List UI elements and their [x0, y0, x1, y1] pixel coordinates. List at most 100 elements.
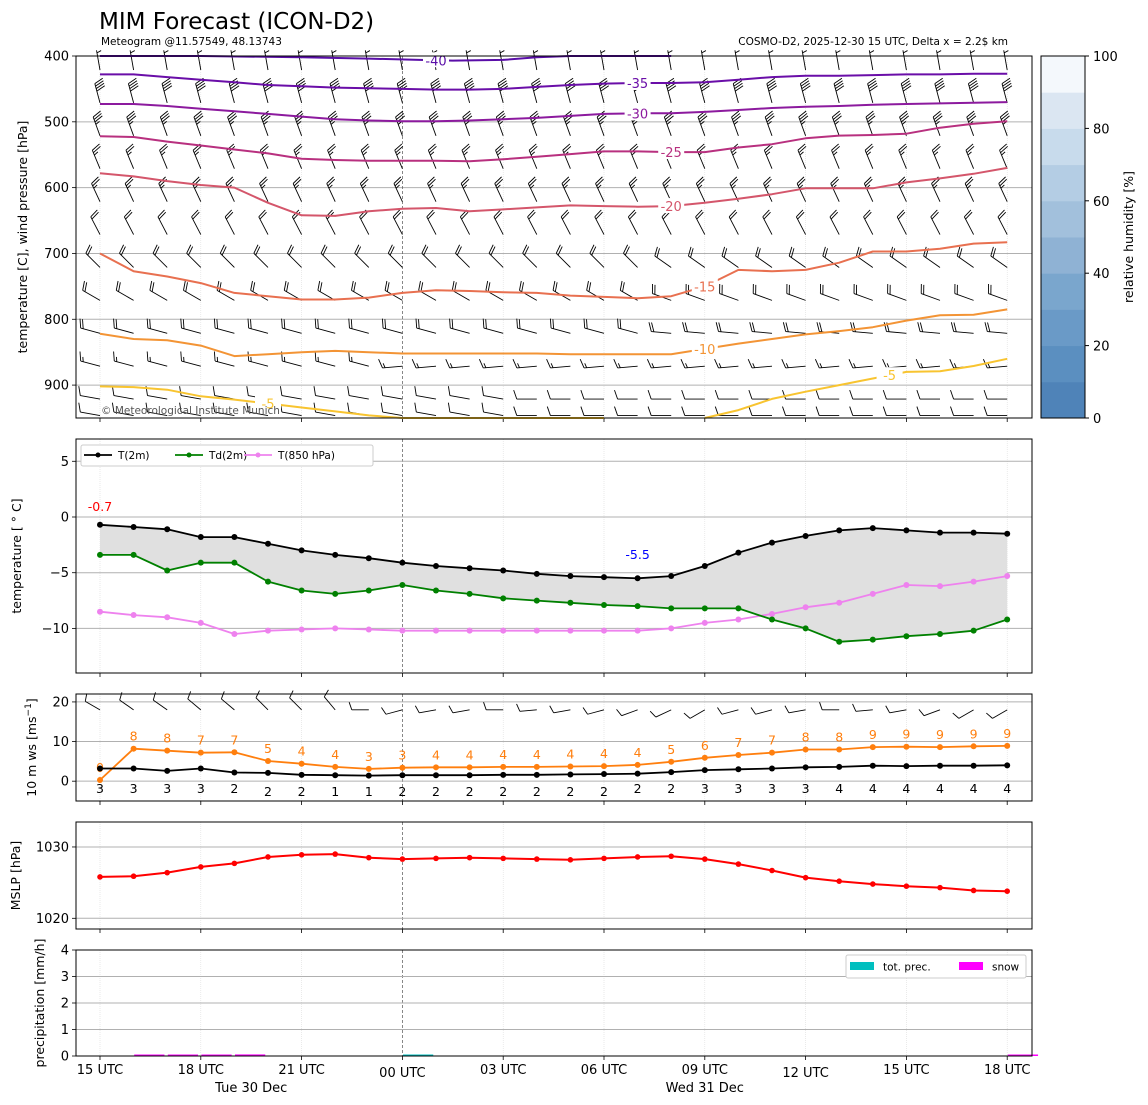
- barb-feather: [594, 209, 602, 218]
- wind-barb: [493, 209, 504, 235]
- barb-shaft: [785, 365, 806, 369]
- barb-feather: [629, 178, 638, 187]
- barb-feather: [160, 110, 169, 118]
- barb-shaft: [998, 183, 1008, 202]
- series-point: [668, 769, 675, 776]
- barb-feather: [646, 359, 652, 369]
- wind-barb: [126, 110, 137, 136]
- series-point: [735, 605, 742, 612]
- barb-feather: [999, 143, 1007, 151]
- barb-feather: [763, 211, 771, 220]
- wind-barb: [561, 176, 571, 202]
- wind-barb: [986, 709, 1008, 719]
- barb-feather: [427, 211, 435, 220]
- barb-shaft: [788, 709, 806, 714]
- barb-feather: [983, 406, 988, 416]
- series-point: [970, 743, 977, 750]
- barb-feather: [447, 386, 451, 396]
- barb-shaft: [763, 150, 773, 169]
- y-axis-label-sup: −1: [24, 703, 34, 716]
- barb-shaft: [796, 183, 807, 202]
- barb-feather: [566, 85, 576, 92]
- wind-barb: [146, 351, 168, 367]
- barb-feather: [226, 211, 234, 220]
- gust-value-label: 7: [197, 733, 205, 748]
- barb-feather: [953, 322, 957, 332]
- series-point: [399, 764, 406, 771]
- barb-shaft: [685, 293, 705, 301]
- barb-shaft: [902, 50, 907, 71]
- barb-feather: [647, 406, 652, 416]
- mean-value-label: 2: [466, 784, 474, 799]
- barb-feather: [816, 322, 820, 332]
- barb-shaft: [181, 395, 201, 400]
- barb-shaft: [382, 395, 403, 400]
- barb-feather: [188, 246, 194, 256]
- barb-feather: [447, 402, 451, 413]
- barb-feather: [461, 178, 470, 187]
- barb-shaft: [127, 83, 135, 104]
- isotherm-label: -25: [661, 146, 682, 161]
- barb-feather: [1003, 82, 1012, 89]
- barb-feather: [1000, 113, 1009, 120]
- barb-feather: [527, 209, 535, 218]
- legend-swatch: [959, 962, 983, 970]
- gust-value-label: 8: [835, 729, 843, 744]
- barb-shaft: [886, 331, 907, 334]
- barb-shaft: [395, 116, 403, 136]
- barb-shaft: [497, 83, 504, 104]
- barb-feather: [721, 246, 726, 257]
- colorbar-band: [1041, 345, 1085, 383]
- barb-feather: [314, 318, 317, 329]
- legend-label: snow: [992, 962, 1020, 974]
- barb-feather: [95, 80, 104, 87]
- gust-value-label: 8: [130, 729, 138, 744]
- series-point: [1004, 530, 1011, 537]
- barb-feather: [380, 402, 384, 413]
- barb-feather: [750, 707, 756, 715]
- barb-feather: [91, 176, 99, 184]
- barb-feather: [395, 110, 404, 118]
- wind-barb: [183, 280, 202, 301]
- series-point: [197, 749, 204, 756]
- wind-barb: [882, 406, 907, 416]
- barb-feather: [784, 705, 790, 714]
- barb-feather: [800, 80, 810, 87]
- barb-half-feather: [901, 120, 907, 125]
- wind-barb: [964, 176, 975, 202]
- barb-shaft: [665, 83, 672, 104]
- y-tick-label: 600: [44, 181, 69, 196]
- wind-barb: [414, 386, 437, 400]
- barb-feather: [111, 402, 115, 413]
- wind-barb: [381, 318, 403, 334]
- barb-shaft: [449, 411, 470, 416]
- barb-shaft: [427, 150, 437, 169]
- wind-barb: [427, 143, 437, 169]
- barb-feather: [213, 318, 216, 329]
- barb-shaft: [768, 50, 773, 71]
- copyright-notice: © Meteorological Institute Munich: [101, 405, 280, 417]
- barb-shaft: [80, 360, 101, 367]
- barb-feather: [532, 80, 541, 87]
- barb-feather: [751, 322, 756, 332]
- series-point: [130, 524, 137, 531]
- wind-barb: [649, 709, 672, 718]
- wind-barb: [314, 318, 336, 334]
- wind-barb: [161, 77, 173, 104]
- barb-feather: [146, 351, 149, 362]
- series-point: [97, 551, 103, 558]
- barb-feather: [418, 319, 420, 329]
- mean-value-label: 2: [298, 784, 306, 799]
- wind-barb: [449, 318, 470, 334]
- wind-barb: [700, 50, 707, 71]
- barb-shaft: [788, 255, 806, 268]
- barb-shaft: [360, 150, 370, 169]
- series-point: [567, 573, 574, 580]
- barb-feather: [549, 318, 552, 329]
- wind-barb: [822, 246, 840, 268]
- wind-barb: [259, 176, 269, 202]
- barb-shaft: [393, 183, 403, 202]
- wind-barb: [998, 176, 1008, 202]
- series-point: [265, 578, 271, 585]
- isotherm-line: [704, 357, 1008, 419]
